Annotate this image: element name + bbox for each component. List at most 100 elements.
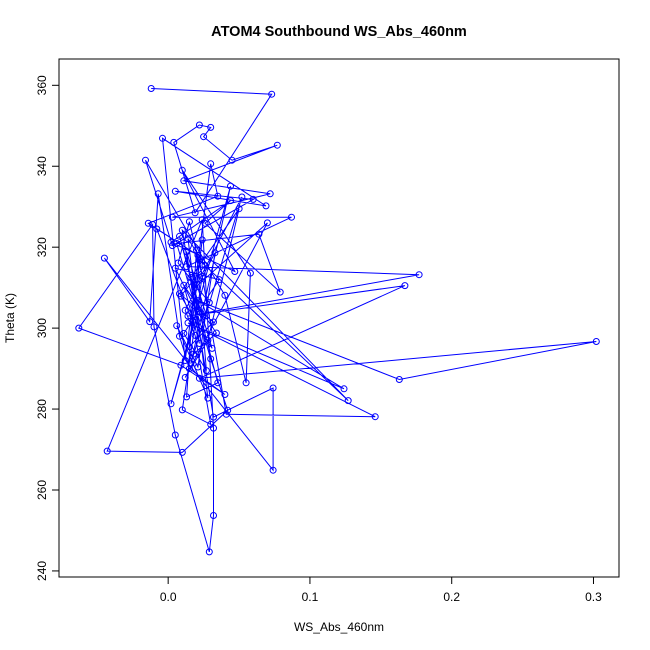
data-point (147, 85, 155, 92)
data-point (288, 213, 295, 221)
data-point (201, 219, 209, 227)
data-point (178, 448, 186, 456)
data-point (173, 322, 181, 330)
data-point (195, 374, 203, 382)
plot-frame (58, 58, 620, 578)
x-tick-label: 0.1 (302, 590, 319, 604)
data-point (401, 282, 409, 290)
series-line (78, 88, 597, 553)
data-point (190, 302, 198, 309)
data-point (205, 548, 213, 556)
data-point (221, 291, 229, 299)
data-point (202, 367, 210, 375)
data-point (194, 363, 202, 371)
data-point (214, 379, 222, 387)
data-point (191, 284, 199, 292)
data-point (187, 274, 195, 281)
data-point (100, 254, 108, 262)
data-point (212, 329, 220, 337)
data-point (221, 391, 229, 398)
data-point (215, 276, 223, 284)
data-point (174, 259, 182, 267)
data-point (204, 336, 212, 344)
data-point (191, 331, 199, 339)
x-tick-label: 0.3 (585, 590, 602, 604)
y-axis: 240 260 280 300 320 340 360 (35, 75, 59, 581)
data-point (167, 238, 175, 246)
data-point (176, 232, 183, 240)
data-point (167, 400, 175, 408)
data-point (153, 225, 161, 233)
data-point (207, 355, 215, 363)
data-point (177, 361, 185, 369)
data-point (205, 299, 213, 307)
data-point (227, 182, 234, 190)
data-point (159, 134, 166, 142)
data-point (191, 209, 199, 217)
y-tick-label: 280 (35, 399, 49, 419)
data-point (177, 292, 185, 300)
data-point (185, 365, 193, 373)
data-point (75, 324, 83, 332)
data-point (592, 338, 600, 345)
data-point (255, 230, 263, 238)
y-tick-label: 340 (35, 156, 49, 176)
data-point (185, 343, 193, 351)
data-point (198, 236, 206, 244)
data-point (183, 248, 191, 256)
data-point (344, 397, 352, 405)
data-point (168, 242, 176, 250)
data-point (268, 90, 276, 98)
data-point (228, 156, 236, 164)
y-tick-label: 260 (35, 480, 49, 500)
data-point (181, 306, 189, 314)
data-point (273, 141, 281, 149)
data-point (204, 394, 212, 402)
y-tick-label: 320 (35, 237, 49, 257)
data-point (185, 218, 193, 226)
data-point (263, 219, 271, 227)
data-point (238, 193, 246, 201)
y-tick-label: 240 (35, 561, 49, 581)
x-tick-label: 0.2 (443, 590, 460, 604)
data-point (200, 133, 208, 141)
plot-area (75, 85, 600, 556)
data-point (249, 195, 257, 203)
x-tick-label: 0.0 (160, 590, 177, 604)
data-point (103, 447, 111, 455)
y-axis-label: Theta (K) (3, 293, 17, 343)
data-point (198, 272, 206, 280)
data-point (340, 385, 348, 393)
data-point (246, 269, 254, 277)
data-point (178, 226, 186, 234)
data-point (190, 321, 198, 329)
data-point (180, 281, 188, 289)
data-point (276, 288, 284, 296)
data-point (395, 376, 403, 383)
data-point (184, 235, 192, 243)
data-point (150, 323, 158, 331)
data-point (194, 297, 202, 305)
data-point (242, 379, 250, 387)
data-points (75, 85, 600, 556)
data-point (266, 190, 274, 198)
data-point (183, 263, 191, 271)
data-point (195, 256, 203, 264)
data-point (178, 166, 186, 174)
data-point (190, 350, 198, 358)
data-point (154, 190, 162, 198)
data-point (207, 160, 215, 168)
data-point (171, 431, 179, 439)
data-point (195, 121, 203, 129)
data-point (146, 318, 154, 326)
data-point (170, 138, 178, 146)
data-point (171, 187, 179, 195)
data-point (178, 406, 186, 414)
data-point (149, 221, 157, 228)
data-point (210, 413, 217, 421)
data-point (224, 406, 232, 414)
data-point (207, 420, 215, 428)
data-point (235, 205, 243, 213)
data-point (208, 344, 216, 352)
